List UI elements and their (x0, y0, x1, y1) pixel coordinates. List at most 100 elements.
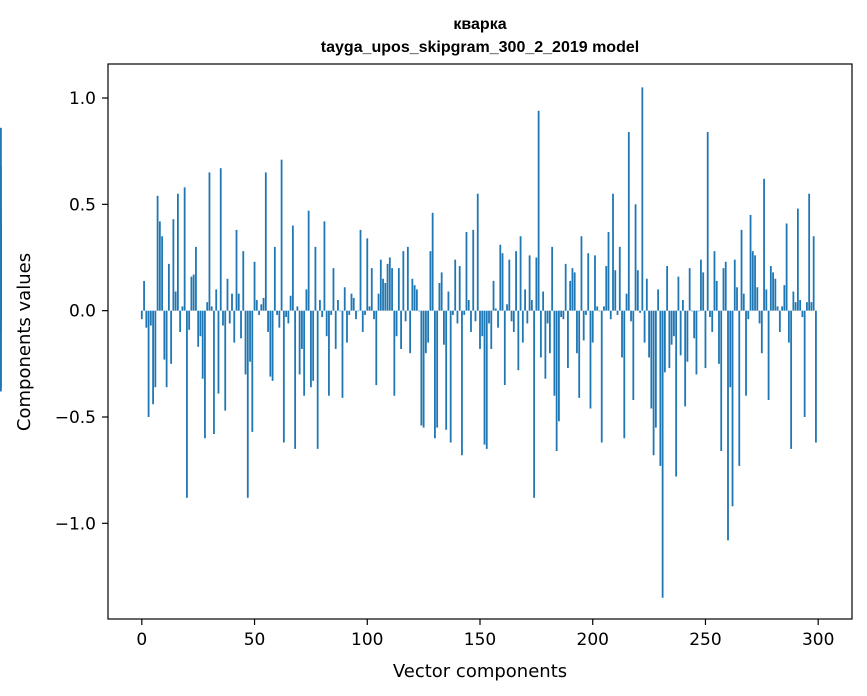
bar (291, 225, 294, 311)
bar (431, 212, 434, 311)
bar (465, 231, 468, 311)
bar (300, 310, 303, 349)
bar (246, 310, 249, 498)
bar (224, 310, 227, 411)
bar (772, 272, 774, 311)
bar (395, 310, 398, 337)
bar (420, 310, 423, 426)
bar (553, 310, 556, 396)
bar (249, 310, 251, 362)
bar (571, 268, 574, 311)
bar (530, 300, 533, 311)
bar (733, 259, 736, 311)
bar (758, 310, 761, 324)
bar (616, 310, 619, 315)
bar (787, 310, 790, 343)
bar (280, 159, 283, 311)
bar (382, 278, 384, 311)
bar (386, 263, 389, 311)
bar (341, 310, 344, 398)
bar (582, 310, 585, 341)
bar (188, 310, 191, 330)
bar (745, 310, 747, 396)
bar (264, 172, 267, 311)
bar (366, 238, 369, 311)
bar (767, 310, 770, 400)
bar (253, 261, 256, 311)
bar (325, 310, 328, 337)
bar (316, 310, 319, 449)
bar (174, 291, 177, 311)
bar (542, 291, 545, 311)
bar (704, 310, 707, 369)
bar (167, 263, 170, 311)
bar (682, 300, 684, 311)
bar (183, 187, 186, 311)
bar (654, 310, 657, 428)
bar (558, 310, 560, 422)
bar (440, 272, 443, 311)
bar (364, 310, 366, 315)
bar (539, 310, 542, 358)
bar (598, 310, 601, 312)
bar (497, 310, 499, 328)
bar (276, 310, 278, 315)
bar (244, 310, 247, 375)
y-axis-label: Components values (14, 253, 35, 431)
bar (343, 287, 346, 311)
bar (472, 229, 475, 311)
bar (222, 310, 224, 326)
bar (533, 310, 536, 498)
bar (612, 193, 614, 311)
bar (607, 231, 610, 311)
bar (792, 291, 795, 311)
bar (228, 310, 231, 324)
x-axis-ticks: 0 50 100 150 200 250 300 (136, 619, 834, 650)
bar (298, 310, 301, 375)
bar (165, 310, 168, 388)
bar (587, 253, 590, 311)
bar (724, 261, 727, 311)
bar (670, 310, 673, 345)
bar (546, 310, 549, 324)
bar (526, 310, 529, 324)
bar (567, 310, 569, 369)
bar (0, 127, 2, 311)
bar (684, 310, 687, 407)
bar (321, 310, 324, 318)
bar (618, 246, 621, 311)
bar (388, 257, 391, 311)
bar (375, 310, 378, 386)
x-tick-label: 150 (464, 630, 496, 650)
x-tick-label: 100 (351, 630, 383, 650)
bar (384, 283, 387, 311)
bar (573, 272, 576, 311)
bar (580, 236, 583, 311)
bar (679, 310, 682, 356)
bar (377, 293, 380, 311)
x-axis-label: Vector components (393, 661, 567, 682)
bar (731, 310, 734, 507)
bar (625, 293, 628, 311)
y-tick-label: 0.5 (69, 195, 96, 215)
bar (796, 208, 799, 311)
bar (564, 263, 567, 311)
bar (715, 280, 718, 311)
bar (355, 310, 357, 320)
bar (641, 87, 644, 311)
bar (603, 306, 605, 311)
bar (418, 310, 421, 312)
bar (434, 310, 436, 439)
bar (562, 310, 565, 320)
bar (781, 306, 784, 311)
bar (267, 310, 269, 332)
bar (555, 310, 558, 452)
bar (760, 310, 763, 354)
bar (255, 300, 258, 311)
bar (415, 289, 418, 311)
bar (0, 278, 2, 311)
bar (140, 310, 143, 320)
bar (632, 310, 635, 400)
bar (634, 204, 637, 311)
bar (287, 310, 290, 324)
